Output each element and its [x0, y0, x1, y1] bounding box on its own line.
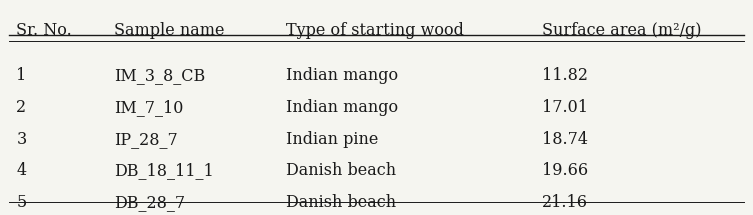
Text: 18.74: 18.74 [541, 131, 587, 148]
Text: Danish beach: Danish beach [286, 194, 397, 211]
Text: IP_28_7: IP_28_7 [114, 131, 178, 148]
Text: 4: 4 [17, 163, 26, 180]
Text: Sr. No.: Sr. No. [17, 22, 72, 39]
Text: Indian pine: Indian pine [286, 131, 379, 148]
Text: Sample name: Sample name [114, 22, 224, 39]
Text: 21.16: 21.16 [541, 194, 587, 211]
Text: 11.82: 11.82 [541, 67, 587, 84]
Text: Type of starting wood: Type of starting wood [286, 22, 465, 39]
Text: 2: 2 [17, 99, 26, 116]
Text: 19.66: 19.66 [541, 163, 587, 180]
Text: DB_28_7: DB_28_7 [114, 194, 185, 211]
Text: Danish beach: Danish beach [286, 163, 397, 180]
Text: 5: 5 [17, 194, 26, 211]
Text: DB_18_11_1: DB_18_11_1 [114, 163, 214, 180]
Text: IM_7_10: IM_7_10 [114, 99, 183, 116]
Text: 17.01: 17.01 [541, 99, 587, 116]
Text: IM_3_8_CB: IM_3_8_CB [114, 67, 205, 84]
Text: 3: 3 [17, 131, 26, 148]
Text: Surface area (m²/g): Surface area (m²/g) [541, 22, 701, 39]
Text: Indian mango: Indian mango [286, 67, 398, 84]
Text: 1: 1 [17, 67, 26, 84]
Text: Indian mango: Indian mango [286, 99, 398, 116]
